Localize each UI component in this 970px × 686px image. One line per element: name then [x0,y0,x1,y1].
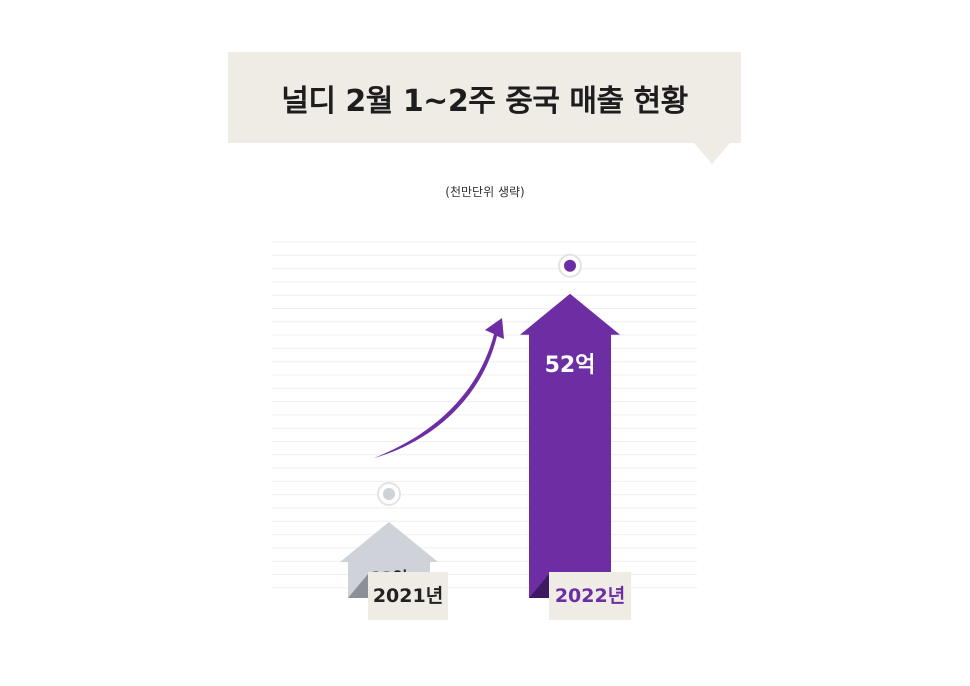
value-marker-dot [564,259,576,272]
bar-fold-shadow [529,574,549,598]
bars [340,253,620,598]
title-banner-pointer [694,143,730,164]
growth-arrow [374,318,504,458]
value-marker-dot [383,487,395,500]
gridlines [272,241,697,589]
category-label: 2022년 [549,572,631,620]
title-banner: 널디 2월 1~2주 중국 매출 현황 [228,52,741,164]
value-label: 52억 [544,352,596,378]
bar-fold-shadow [348,574,368,598]
bar-2022년 [520,293,620,598]
growth-arrow-annotation [374,318,504,458]
category-label: 2021년 [368,572,448,620]
page-title: 널디 2월 1~2주 중국 매출 현황 [281,83,688,119]
unit-note: (천만단위 생략) [445,185,525,199]
